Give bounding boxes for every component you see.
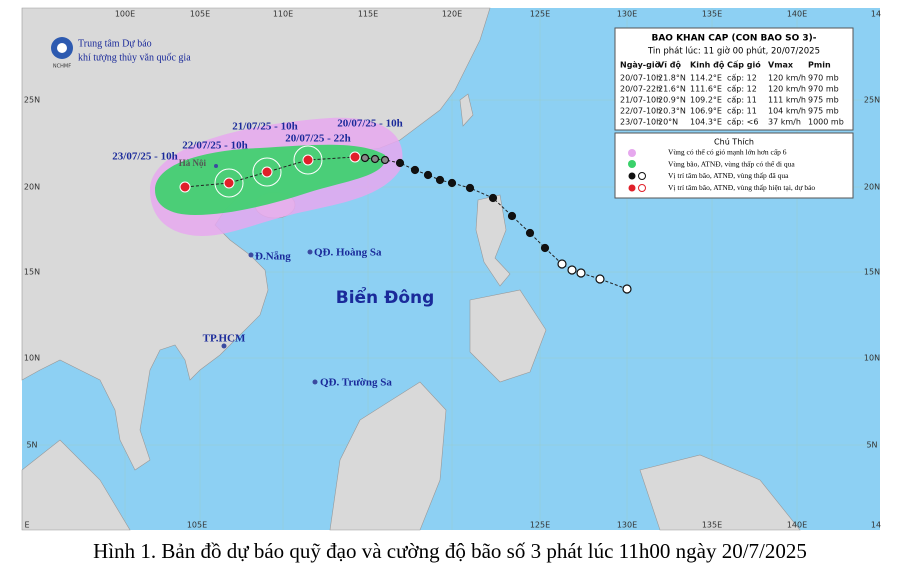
bulletin-box <box>614 27 854 131</box>
table-cell: cấp: 12 <box>727 73 757 83</box>
lat-label: 10N <box>864 354 880 363</box>
lon-label: 100E <box>115 10 135 19</box>
lon-label: 135E <box>702 10 722 19</box>
table-cell: 975 mb <box>808 107 839 116</box>
lon-label: E <box>24 521 29 530</box>
table-cell: 106.9°E <box>690 107 722 116</box>
table-cell: 104.3°E <box>690 118 722 127</box>
table-cell: 111 km/h <box>768 96 806 105</box>
table-cell: 20/07-22h <box>620 85 661 94</box>
caption: Hình 1. Bản đồ dự báo quỹ đạo và cường đ… <box>93 539 807 563</box>
table-cell: cấp: 11 <box>727 95 757 105</box>
lon-label: 105E <box>190 10 210 19</box>
lat-label: 20N <box>864 183 880 192</box>
table-cell: cấp: 11 <box>727 106 757 116</box>
table-cell: 22/07-10h <box>620 107 661 116</box>
lon-label: 125E <box>530 521 550 530</box>
lon-label: 125E <box>530 10 550 19</box>
place-label: Hà Nội <box>179 158 207 168</box>
table-cell: 970 mb <box>808 85 839 94</box>
lat-label: 15N <box>864 268 880 277</box>
table-cell: 109.2°E <box>690 96 722 105</box>
forecast-label: 23/07/25 - 10h <box>112 151 177 163</box>
table-cell: 111.6°E <box>690 85 722 94</box>
lat-label: 5N <box>866 441 877 450</box>
sea-label: Biển Đông <box>336 286 435 308</box>
table-cell: 23/07-10h <box>620 118 661 127</box>
bulletin-title: BAO KHAN CAP (CON BAO SO 3)- <box>651 34 816 44</box>
lon-label: 110E <box>273 10 293 19</box>
legend-item: Vùng bão, ATNĐ, vùng thấp có thể đi qua <box>668 159 795 168</box>
bulletin-issued: Tin phát lúc: 11 giờ 00 phút, 20/07/2025 <box>647 46 820 57</box>
lon-label: 130E <box>617 10 637 19</box>
storm-zone <box>155 144 386 215</box>
legend-item: Vị trí tâm bão, ATNĐ, vùng thấp đã qua <box>668 171 789 180</box>
table-cell: 1000 mb <box>808 118 844 127</box>
forecast-label: 20/07/25 - 22h <box>285 133 350 145</box>
lon-label: 120E <box>442 10 462 19</box>
legend-box <box>614 132 854 199</box>
table-cell: 970 mb <box>808 74 839 83</box>
place-dots <box>214 164 318 385</box>
lat-label: 25N <box>864 96 880 105</box>
table-header: Kinh độ <box>690 61 725 70</box>
table-cell: 20.9°N <box>658 96 686 105</box>
table-header: Vĩ độ <box>658 61 681 70</box>
lat-label: 20N <box>24 183 40 192</box>
table-cell: 104 km/h <box>768 107 806 116</box>
table-header: Cấp gió <box>727 60 761 70</box>
table-cell: 120 km/h <box>768 74 806 83</box>
table-header: Vmax <box>768 61 794 70</box>
legend-item: Vùng có thể có gió mạnh lớn hơn cấp 6 <box>668 148 787 157</box>
forecast-label: 20/07/25 - 10h <box>337 118 402 130</box>
radius-circles <box>214 145 323 198</box>
table-cell: 20°N <box>658 118 678 127</box>
table-header: Ngày-giờ <box>620 60 661 70</box>
legend-swatches <box>628 149 646 192</box>
table-cell: 20.3°N <box>658 107 686 116</box>
logo-line: Trung tâm Dự báo <box>78 38 152 49</box>
forecast-positions <box>179 151 361 193</box>
forecast-label: 22/07/25 - 10h <box>182 140 247 152</box>
logo-line: khí tượng thủy văn quốc gia <box>78 52 191 63</box>
logo-abbr: NCHMF <box>53 64 71 70</box>
lon-label: 140E <box>787 521 807 530</box>
place-label: QĐ. Trường Sa <box>320 377 392 389</box>
lat-label: 15N <box>24 268 40 277</box>
place-label: QĐ. Hoàng Sa <box>314 247 382 259</box>
table-cell: 975 mb <box>808 96 839 105</box>
lon-label: 105E <box>187 521 207 530</box>
table-cell: 21/07-10h <box>620 96 661 105</box>
lon-label: 14 <box>871 10 881 19</box>
table-cell: 21.8°N <box>658 74 686 83</box>
table-header: Pmin <box>808 61 831 70</box>
forecast-label: 21/07/25 - 10h <box>232 121 297 133</box>
table-cell: 21.6°N <box>658 85 686 94</box>
table-cell: 37 km/h <box>768 118 801 127</box>
lon-label: 115E <box>358 10 378 19</box>
lat-label: 5N <box>26 441 37 450</box>
lat-label: 25N <box>24 96 40 105</box>
table-cell: cấp: <6 <box>727 117 758 127</box>
place-label: TP.HCM <box>203 333 246 345</box>
lat-label: 10N <box>24 354 40 363</box>
table-cell: 20/07-10h <box>620 74 661 83</box>
legend-title: Chú Thích <box>714 138 754 147</box>
lon-label: 130E <box>617 521 637 530</box>
table-cell: cấp: 12 <box>727 84 757 94</box>
lon-label: 14 <box>871 521 881 530</box>
legend-item: Vị trí tâm bão, ATNĐ, vùng thấp hiện tại… <box>668 183 815 192</box>
table-cell: 114.2°E <box>690 74 722 83</box>
track-line <box>184 156 628 290</box>
table-cell: 120 km/h <box>768 85 806 94</box>
logo <box>51 37 73 59</box>
place-label: Đ.Nẵng <box>255 251 291 263</box>
lon-label: 140E <box>787 10 807 19</box>
lon-label: 135E <box>702 521 722 530</box>
past-positions <box>360 153 632 294</box>
